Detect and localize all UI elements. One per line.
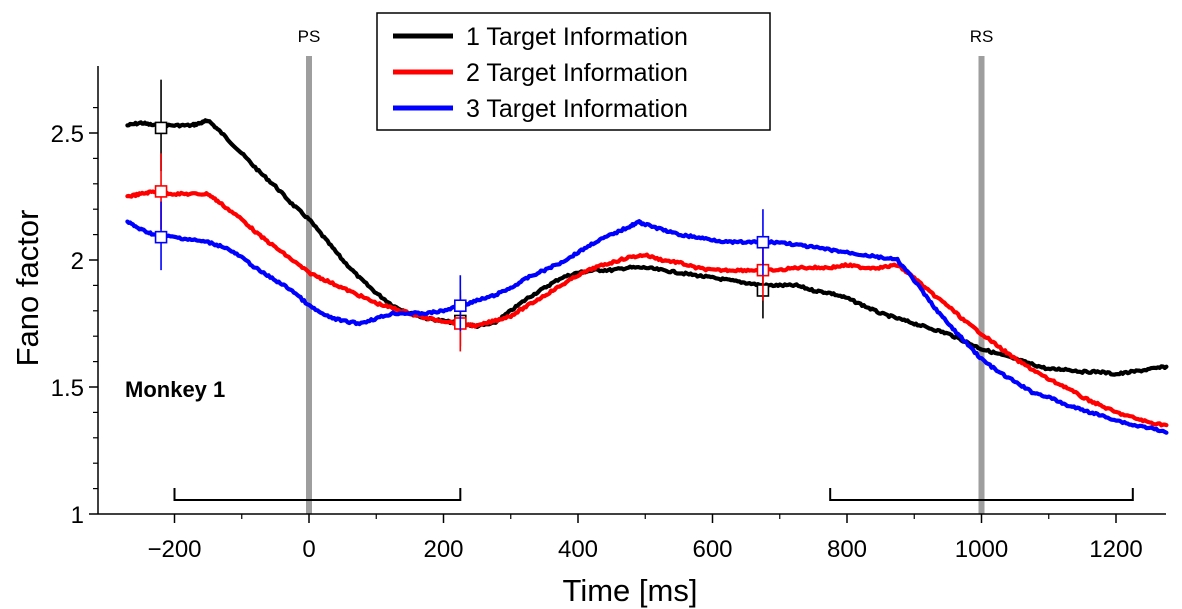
monkey-annotation: Monkey 1 — [125, 377, 225, 402]
legend-label: 1 Target Information — [466, 23, 688, 51]
x-axis-title: Time [ms] — [563, 573, 698, 608]
legend-label: 2 Target Information — [466, 59, 688, 87]
y-tick-label: 2 — [71, 248, 84, 275]
y-tick-label: 1 — [71, 502, 84, 529]
analysis-window-bracket — [829, 488, 1134, 501]
series-line — [125, 219, 1169, 435]
error-bar-marker — [454, 299, 467, 313]
event-markers: PS RS — [298, 27, 994, 514]
legend-label: 3 Target Information — [466, 95, 688, 123]
series-lines — [125, 118, 1169, 435]
event-marker-label: PS — [298, 27, 321, 46]
y-axis-title: Fano factor — [10, 210, 45, 367]
series-line — [125, 118, 1169, 377]
analysis-window-bracket — [173, 488, 462, 501]
x-tick-label: 1200 — [1089, 536, 1142, 563]
x-tick-label: −200 — [147, 536, 201, 563]
tick-labels: −200 0 200 400 600 800 1000 1200 1 1.5 2 2.5 — [51, 121, 1143, 563]
y-tick-label: 2.5 — [51, 121, 84, 148]
x-tick-label: 0 — [302, 536, 315, 563]
legend: 1 Target Information 2 Target Information… — [376, 12, 771, 131]
error-bar-marker — [154, 185, 168, 198]
x-tick-label: 1000 — [955, 536, 1008, 563]
error-bars — [154, 79, 770, 352]
series-line — [125, 189, 1169, 428]
y-tick-label: 1.5 — [51, 375, 84, 402]
analysis-windows — [173, 488, 1134, 501]
x-tick-label: 400 — [558, 536, 598, 563]
x-tick-label: 200 — [423, 536, 463, 563]
x-tick-label: 800 — [827, 536, 867, 563]
error-bar-marker — [756, 235, 770, 249]
x-tick-label: 600 — [692, 536, 732, 563]
error-bar-marker — [154, 230, 168, 244]
axes — [89, 66, 1166, 523]
error-bar-marker — [154, 121, 168, 135]
event-marker-label: RS — [970, 27, 994, 46]
